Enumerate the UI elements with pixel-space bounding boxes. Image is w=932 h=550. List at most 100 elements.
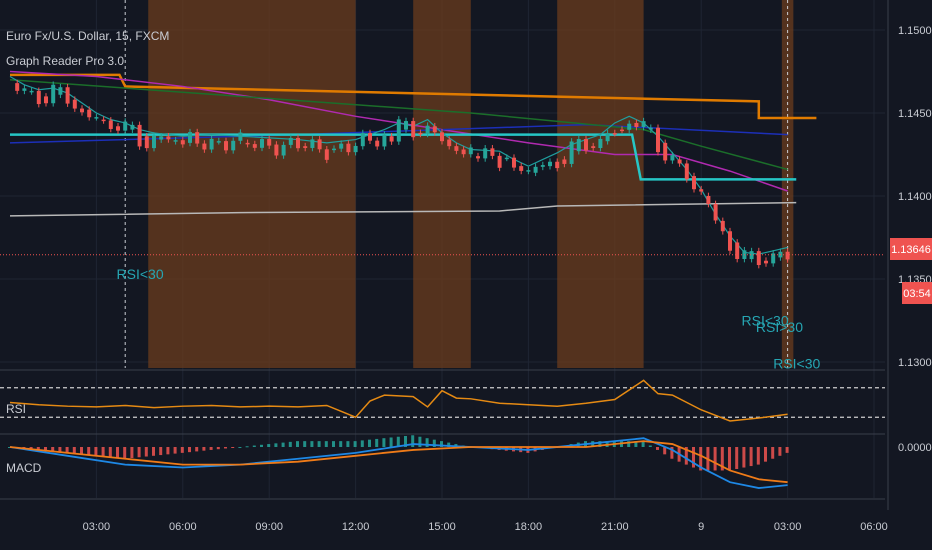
macd-histogram-bar [692, 447, 695, 468]
countdown-value: 03:54 [903, 288, 931, 300]
candle-body [231, 140, 236, 151]
candle-body [519, 166, 524, 171]
macd-histogram-bar [87, 447, 91, 456]
session-band [148, 0, 356, 368]
candle-body [468, 147, 473, 155]
macd-histogram-bar [728, 447, 731, 471]
macd-histogram-bar [713, 447, 717, 471]
macd-histogram-bar [116, 447, 119, 458]
macd-histogram-bar [440, 441, 443, 447]
macd-histogram-bar [216, 447, 220, 450]
candle-body [418, 132, 423, 135]
session-band [781, 0, 794, 368]
macd-zero-label: 0.0000 [898, 442, 932, 454]
candle-body [454, 146, 459, 151]
macd-histogram-bar [274, 443, 278, 447]
indicator-name: Graph Reader Pro 3.0 [6, 54, 124, 68]
macd-histogram-bar [94, 447, 98, 456]
candle-body [706, 196, 711, 204]
candle-body [44, 96, 48, 104]
orange-line [10, 73, 817, 120]
candle-body [540, 165, 545, 167]
candle-body [224, 141, 228, 151]
macd-histogram-bar [432, 439, 436, 447]
candles [0, 79, 885, 269]
x-tick-label: 18:00 [515, 521, 543, 533]
macd-histogram-bar [231, 447, 235, 448]
candle-body [490, 148, 495, 156]
session-band [413, 0, 471, 368]
candle-body [656, 127, 660, 153]
macd-histogram-bar [598, 441, 602, 447]
candle-body [504, 157, 509, 160]
macd-histogram-bar [634, 441, 638, 447]
candle-body [584, 139, 588, 151]
macd-histogram-bar [641, 441, 645, 447]
macd-histogram-bar [425, 438, 429, 447]
candle-body [404, 121, 408, 130]
macd-histogram-bar [656, 447, 659, 450]
candle-body [238, 132, 243, 141]
candle-body [735, 242, 740, 260]
macd-histogram-bar [627, 441, 631, 447]
candle-body [152, 135, 156, 149]
macd-signal-line [9, 440, 788, 484]
macd-histogram-bar [123, 447, 127, 459]
candle-body [555, 161, 560, 169]
session-band [557, 0, 644, 368]
macd-histogram-bar [670, 447, 674, 459]
macd-histogram-bar [44, 447, 47, 451]
candle-body [317, 139, 322, 150]
x-tick-label: 06:00 [860, 521, 888, 533]
macd-histogram-bar [742, 447, 746, 468]
candle-body [548, 161, 552, 167]
macd-pane [0, 435, 885, 500]
candle-body [771, 253, 776, 264]
macd-histogram-bar [80, 447, 83, 455]
candle-body [288, 137, 293, 145]
macd-histogram-bar [101, 447, 105, 457]
candle-body [51, 84, 56, 104]
macd-histogram-bar [382, 438, 386, 447]
candle-body [216, 141, 221, 143]
macd-histogram-bar [360, 440, 364, 447]
macd-histogram-bar [36, 447, 40, 450]
macd-histogram-bar [108, 447, 112, 458]
candle-body [670, 155, 675, 161]
session-bands [124, 0, 794, 368]
candle-body [785, 251, 790, 260]
candle-body [166, 136, 171, 140]
candle-body [641, 121, 646, 128]
macd-histogram-bar [389, 437, 393, 447]
macd-histogram-bar [339, 441, 343, 447]
macd-histogram-bar [51, 447, 55, 452]
rsi-label: RSI [6, 402, 26, 416]
candle-body [15, 83, 20, 91]
candle-body [483, 148, 488, 159]
x-tick-label: 21:00 [601, 521, 629, 533]
macd-histogram-bar [699, 447, 703, 471]
candle-body [728, 231, 732, 251]
macd-histogram-bar [267, 444, 271, 447]
macd-histogram-bar [209, 447, 213, 450]
candle-body [699, 189, 704, 192]
candle-body [411, 121, 416, 138]
rsi-signal-label: RSI>30 [756, 319, 803, 335]
candle-body [188, 132, 192, 143]
candle-body [375, 140, 380, 147]
candle-body [94, 117, 99, 119]
candle-body [476, 156, 480, 159]
candle-body [612, 133, 617, 135]
symbol-title: Euro Fx/U.S. Dollar, 15, FXCM [6, 29, 169, 43]
rsi-signal-label: RSI<30 [117, 266, 164, 282]
macd-histogram-bar [252, 445, 256, 447]
macd-histogram-bar [735, 447, 739, 469]
candle-body [245, 142, 250, 145]
macd-histogram-bar [238, 447, 242, 448]
macd-histogram-bar [260, 444, 263, 447]
x-tick-label: 03:00 [83, 521, 111, 533]
candle-body [526, 170, 531, 172]
macd-histogram-bar [396, 436, 400, 447]
